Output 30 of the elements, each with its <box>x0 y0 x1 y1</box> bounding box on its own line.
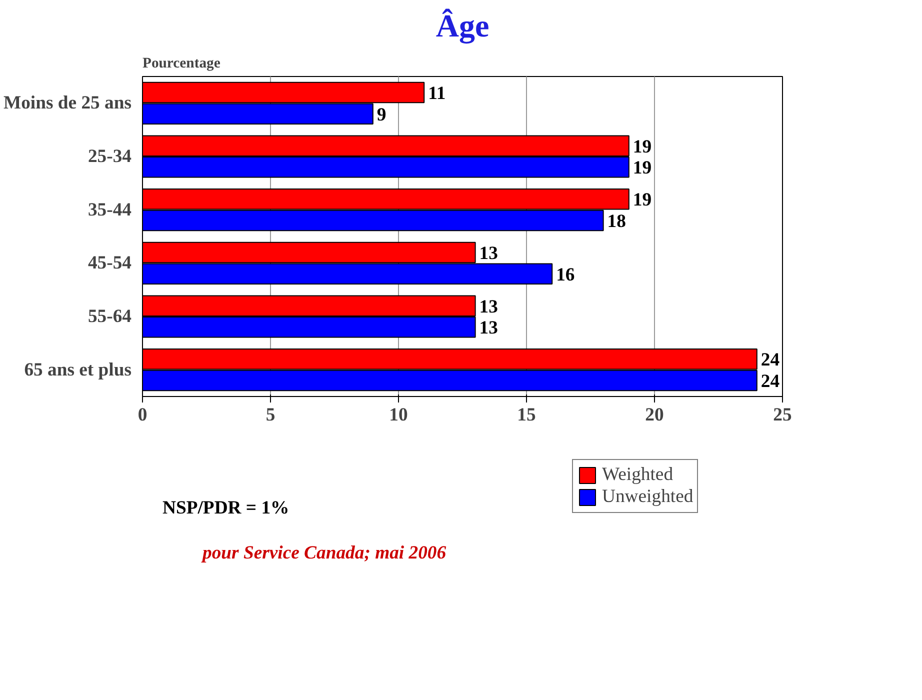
y-tick-label: 25-34 <box>88 146 132 167</box>
x-tick-label: 20 <box>645 404 664 426</box>
x-tick-label: 10 <box>389 404 408 426</box>
data-label: 19 <box>632 158 652 179</box>
data-label: 24 <box>760 371 780 392</box>
data-label: 16 <box>556 264 575 286</box>
x-tick-label: 0 <box>138 404 148 426</box>
legend-label: Weighted <box>602 464 674 486</box>
data-label: 19 <box>632 190 652 211</box>
y-tick-label: 45-54 <box>88 252 132 274</box>
data-label: 11 <box>428 83 446 104</box>
data-label: 18 <box>607 211 626 232</box>
x-axis-title: Pourcentage <box>142 56 221 72</box>
text: NSP/PDR = 1% <box>162 498 290 518</box>
data-label: 24 <box>760 350 780 371</box>
text: pour Service Canada; mai 2006 <box>200 542 447 564</box>
chart-title: Âge <box>436 8 490 44</box>
data-label: 19 <box>632 136 652 158</box>
y-tick-label: 35-44 <box>88 199 132 220</box>
y-tick-label: Moins de 25 ans <box>3 92 132 114</box>
legend-label: Unweighted <box>602 486 694 508</box>
data-label: 13 <box>479 318 498 339</box>
x-tick-label: 25 <box>773 404 792 426</box>
x-tick-label: 15 <box>517 404 536 426</box>
data-label: 9 <box>376 104 386 126</box>
x-tick-label: 5 <box>266 404 276 426</box>
y-tick-label: 65 ans et plus <box>24 359 132 380</box>
data-label: 13 <box>479 243 498 264</box>
y-tick-label: 55-64 <box>88 306 132 327</box>
data-label: 13 <box>479 296 498 318</box>
